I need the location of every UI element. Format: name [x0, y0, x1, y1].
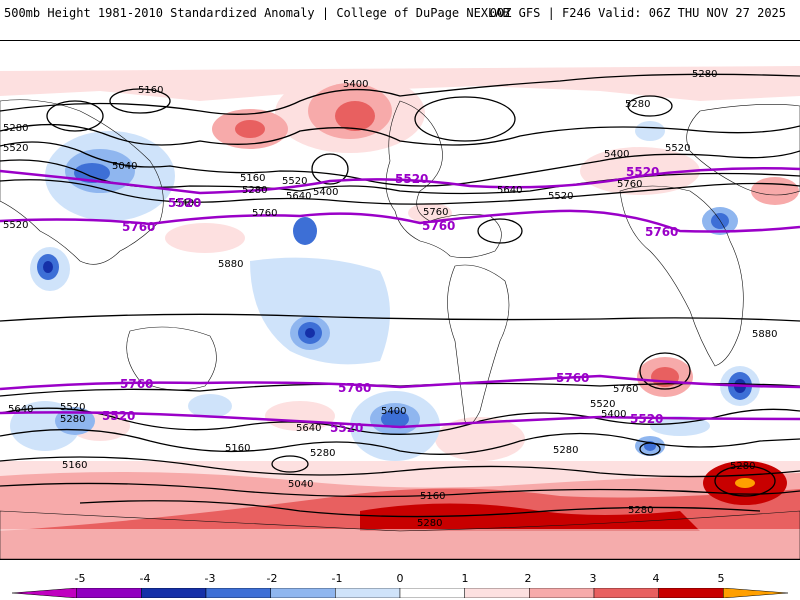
- contour-label: 5160: [138, 85, 163, 96]
- contour-label: 5640: [8, 404, 33, 415]
- contour-label: 5280: [3, 123, 28, 134]
- colorbar-segment: [270, 588, 336, 598]
- colorbar-tick: 0: [396, 572, 404, 585]
- highlight-contour-labels: 5520 5520 5520 5760 5760 5760 5760 5760 …: [102, 165, 678, 435]
- colorbar-tick: 4: [652, 572, 660, 585]
- colorbar-segment: [205, 588, 271, 598]
- contour-label: 5640: [296, 423, 321, 434]
- contour-label: 5520: [3, 143, 28, 154]
- contour-label: 5280: [692, 69, 717, 80]
- colorbar-segment: [76, 588, 142, 598]
- colorbar-segment: [658, 588, 724, 598]
- colorbar-tick: -3: [204, 572, 216, 585]
- model-run-info: 00Z GFS | F246 Valid: 06Z THU NOV 27 202…: [489, 6, 786, 20]
- colorbar-tick: -4: [139, 572, 151, 585]
- highlight-label-5520: 5520: [626, 165, 659, 179]
- colorbar-segment: [141, 588, 207, 598]
- contour-label: 5160: [240, 173, 265, 184]
- contour-labels: 5400 5280 5160 5280 5520 5040 5400 5160 …: [3, 69, 777, 529]
- height-contours: [0, 73, 800, 518]
- map-title: 500mb Height 1981-2010 Standardized Anom…: [4, 6, 510, 20]
- highlight-label-5520: 5520: [330, 421, 363, 435]
- highlight-label-5520: 5520: [102, 409, 135, 423]
- contour-label: 5400: [601, 409, 626, 420]
- colorbar-segment: [399, 588, 465, 598]
- contour-label: 5400: [313, 187, 338, 198]
- highlight-label-5520: 5520: [630, 412, 663, 426]
- coastlines: [0, 99, 800, 559]
- contour-label: 5400: [604, 149, 629, 160]
- contour-label: 5400: [381, 406, 406, 417]
- colorbar-tick: -2: [266, 572, 278, 585]
- contour-label: 5280: [553, 445, 578, 456]
- colorbar-segment: [464, 588, 530, 598]
- highlight-label-5760: 5760: [556, 371, 589, 385]
- highlight-label-5520: 5520: [395, 172, 428, 186]
- contour-label: 5760: [252, 208, 277, 219]
- contour-label: 5280: [417, 518, 442, 529]
- contour-label: 5520: [60, 402, 85, 413]
- highlight-label-5760: 5760: [122, 220, 155, 234]
- contour-label: 5280: [242, 185, 267, 196]
- contour-label: 5160: [225, 443, 250, 454]
- colorbar-segment: [723, 588, 788, 598]
- highlight-label-5760: 5760: [338, 381, 371, 395]
- colorbar: [12, 588, 788, 598]
- colorbar-segment: [335, 588, 401, 598]
- contour-label: 5040: [112, 161, 137, 172]
- contour-label: 5400: [343, 79, 368, 90]
- highlight-label-5520: 5520: [168, 196, 201, 210]
- anomaly-map: 5400 5280 5160 5280 5520 5040 5400 5160 …: [0, 40, 800, 560]
- contour-label: 5880: [218, 259, 243, 270]
- highlight-label-5760: 5760: [120, 377, 153, 391]
- colorbar-tick-labels: -5 -4 -3 -2 -1 0 1 2 3 4 5: [0, 572, 800, 586]
- contour-label: 5280: [628, 505, 653, 516]
- contour-label: 5520: [548, 191, 573, 202]
- colorbar-tick: -1: [331, 572, 343, 585]
- colorbar-segment: [593, 588, 659, 598]
- contour-label: 5520: [590, 399, 615, 410]
- contour-label: 5520: [3, 220, 28, 231]
- contour-label: 5640: [286, 191, 311, 202]
- contour-label: 5520: [282, 176, 307, 187]
- colorbar-tick: -5: [74, 572, 86, 585]
- highlight-label-5760: 5760: [422, 219, 455, 233]
- contour-label: 5280: [310, 448, 335, 459]
- highlight-label-5760: 5760: [645, 225, 678, 239]
- colorbar-segment: [529, 588, 595, 598]
- contour-label: 5280: [60, 414, 85, 425]
- contour-label: 5520: [665, 143, 690, 154]
- contour-label: 5040: [288, 479, 313, 490]
- contour-label: 5880: [752, 329, 777, 340]
- contour-label: 5400: [175, 198, 200, 209]
- contour-label: 5280: [625, 99, 650, 110]
- colorbar-tick: 5: [717, 572, 725, 585]
- contour-label: 5160: [62, 460, 87, 471]
- contour-label: 5160: [420, 491, 445, 502]
- contour-label: 5760: [617, 179, 642, 190]
- map-canvas: 5400 5280 5160 5280 5520 5040 5400 5160 …: [0, 66, 800, 559]
- colorbar-tick: 3: [589, 572, 597, 585]
- colorbar-segment: [12, 588, 77, 598]
- contour-label: 5760: [423, 207, 448, 218]
- contour-label: 5760: [613, 384, 638, 395]
- colorbar-tick: 1: [461, 572, 469, 585]
- contour-label: 5640: [497, 185, 522, 196]
- contour-label: 5280: [730, 461, 755, 472]
- colorbar-tick: 2: [524, 572, 532, 585]
- highlight-contours: [0, 167, 800, 429]
